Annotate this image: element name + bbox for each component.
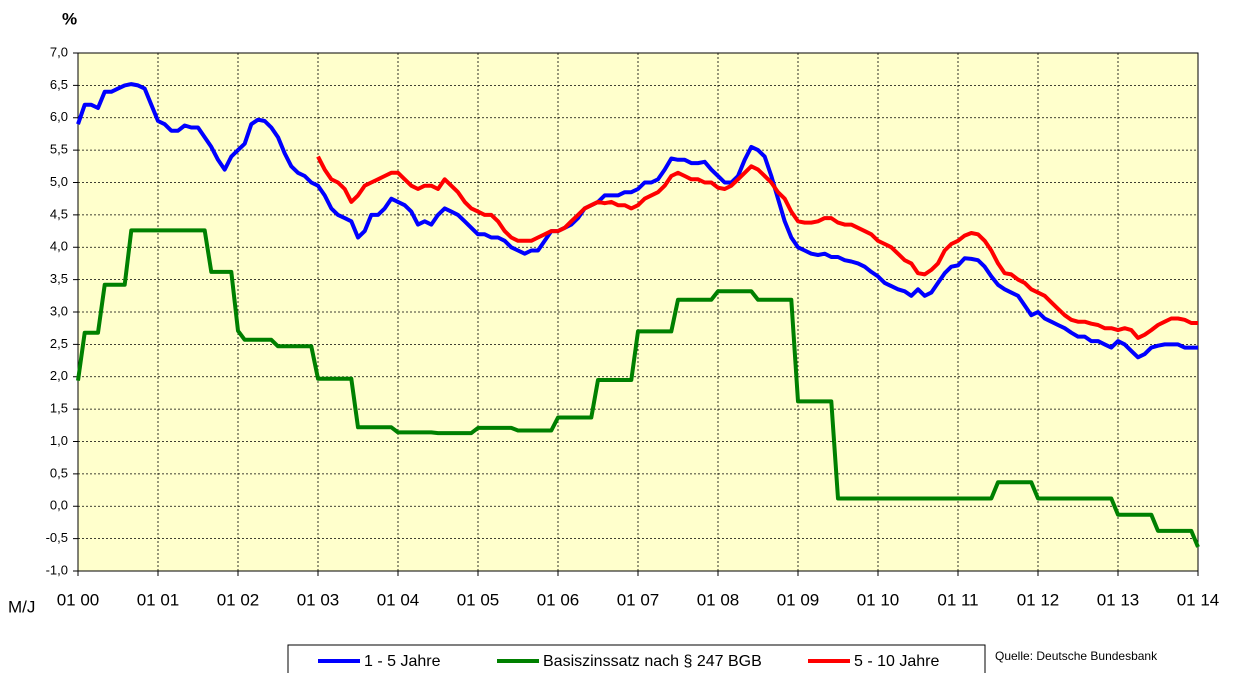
x-tick-label: 01 05 <box>457 590 500 609</box>
x-tick-label: 01 08 <box>697 590 740 609</box>
y-tick-label: 4,0 <box>50 239 68 254</box>
y-tick-label: 0,0 <box>50 498 68 513</box>
y-tick-label: 1,0 <box>50 433 68 448</box>
line <box>76 82 1198 360</box>
x-tick-label: 01 01 <box>137 590 180 609</box>
x-tick-label: 01 06 <box>537 590 580 609</box>
legend-label: 1 - 5 Jahre <box>364 653 441 670</box>
x-tick-label: 01 14 <box>1177 590 1220 609</box>
y-axis-label: % <box>62 9 77 28</box>
x-tick-label: 01 09 <box>777 590 820 609</box>
legend: 1 - 5 Jahre Basiszinssatz nach § 247 BGB 5… <box>287 644 986 673</box>
source: Quelle: Deutsche Bundesbank <box>995 649 1158 663</box>
y-tick-label: 3,5 <box>50 271 68 286</box>
y-tick-label: 4,5 <box>50 206 68 221</box>
legend-label: Basiszinssatz nach § 247 BGB <box>543 653 762 670</box>
y-tick-label: 6,5 <box>50 77 68 92</box>
legend-box <box>287 644 986 673</box>
x-tick-label: 01 11 <box>937 590 978 609</box>
x-tick-label: 01 00 <box>57 590 100 609</box>
x-tick-label: 01 02 <box>217 590 260 609</box>
x-tick-label: 01 13 <box>1097 590 1140 609</box>
y-tick-label: 5,5 <box>50 142 68 157</box>
x-tick-label: 01 04 <box>377 590 420 609</box>
y-tick-label: 2,0 <box>50 368 68 383</box>
y-tick-label: 2,5 <box>50 336 68 351</box>
x-axis-label: M/J <box>8 597 35 616</box>
y-tick-label: -0,5 <box>46 530 68 545</box>
line <box>316 155 1198 340</box>
y-tick-label: -1,0 <box>46 562 68 577</box>
line <box>76 228 1200 548</box>
y-tick-label: 6,0 <box>50 109 68 124</box>
x-tick-label: 01 12 <box>1017 590 1060 609</box>
x-tick-label: 01 03 <box>297 590 340 609</box>
y-tick-label: 7,0 <box>50 44 68 59</box>
y-tick-label: 1,5 <box>50 401 68 416</box>
y-tick-label: 5,0 <box>50 174 68 189</box>
y-tick-label: 3,0 <box>50 303 68 318</box>
x-tick-label: 01 07 <box>617 590 660 609</box>
y-tick-label: 0,5 <box>50 465 68 480</box>
x-tick-label: 01 10 <box>857 590 900 609</box>
legend-label: 5 - 10 Jahre <box>854 653 939 670</box>
plot-border <box>77 52 1199 572</box>
